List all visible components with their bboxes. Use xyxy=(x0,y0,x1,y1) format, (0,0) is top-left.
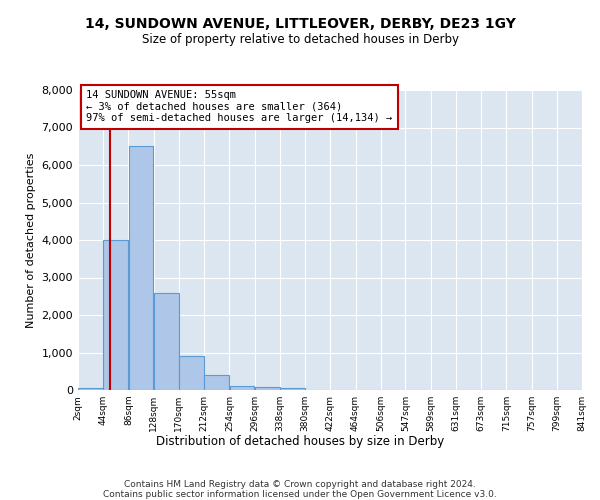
Bar xyxy=(179,356,204,390)
Y-axis label: Number of detached properties: Number of detached properties xyxy=(26,152,36,328)
Bar xyxy=(78,388,103,390)
Bar xyxy=(255,387,280,390)
Bar xyxy=(280,388,305,390)
Text: Contains HM Land Registry data © Crown copyright and database right 2024.: Contains HM Land Registry data © Crown c… xyxy=(124,480,476,489)
Text: Distribution of detached houses by size in Derby: Distribution of detached houses by size … xyxy=(156,435,444,448)
Text: 14 SUNDOWN AVENUE: 55sqm
← 3% of detached houses are smaller (364)
97% of semi-d: 14 SUNDOWN AVENUE: 55sqm ← 3% of detache… xyxy=(86,90,392,124)
Bar xyxy=(230,386,254,390)
Bar xyxy=(103,240,128,390)
Bar xyxy=(205,375,229,390)
Text: Size of property relative to detached houses in Derby: Size of property relative to detached ho… xyxy=(142,32,458,46)
Text: Contains public sector information licensed under the Open Government Licence v3: Contains public sector information licen… xyxy=(103,490,497,499)
Bar xyxy=(154,292,179,390)
Bar xyxy=(129,146,154,390)
Text: 14, SUNDOWN AVENUE, LITTLEOVER, DERBY, DE23 1GY: 14, SUNDOWN AVENUE, LITTLEOVER, DERBY, D… xyxy=(85,18,515,32)
